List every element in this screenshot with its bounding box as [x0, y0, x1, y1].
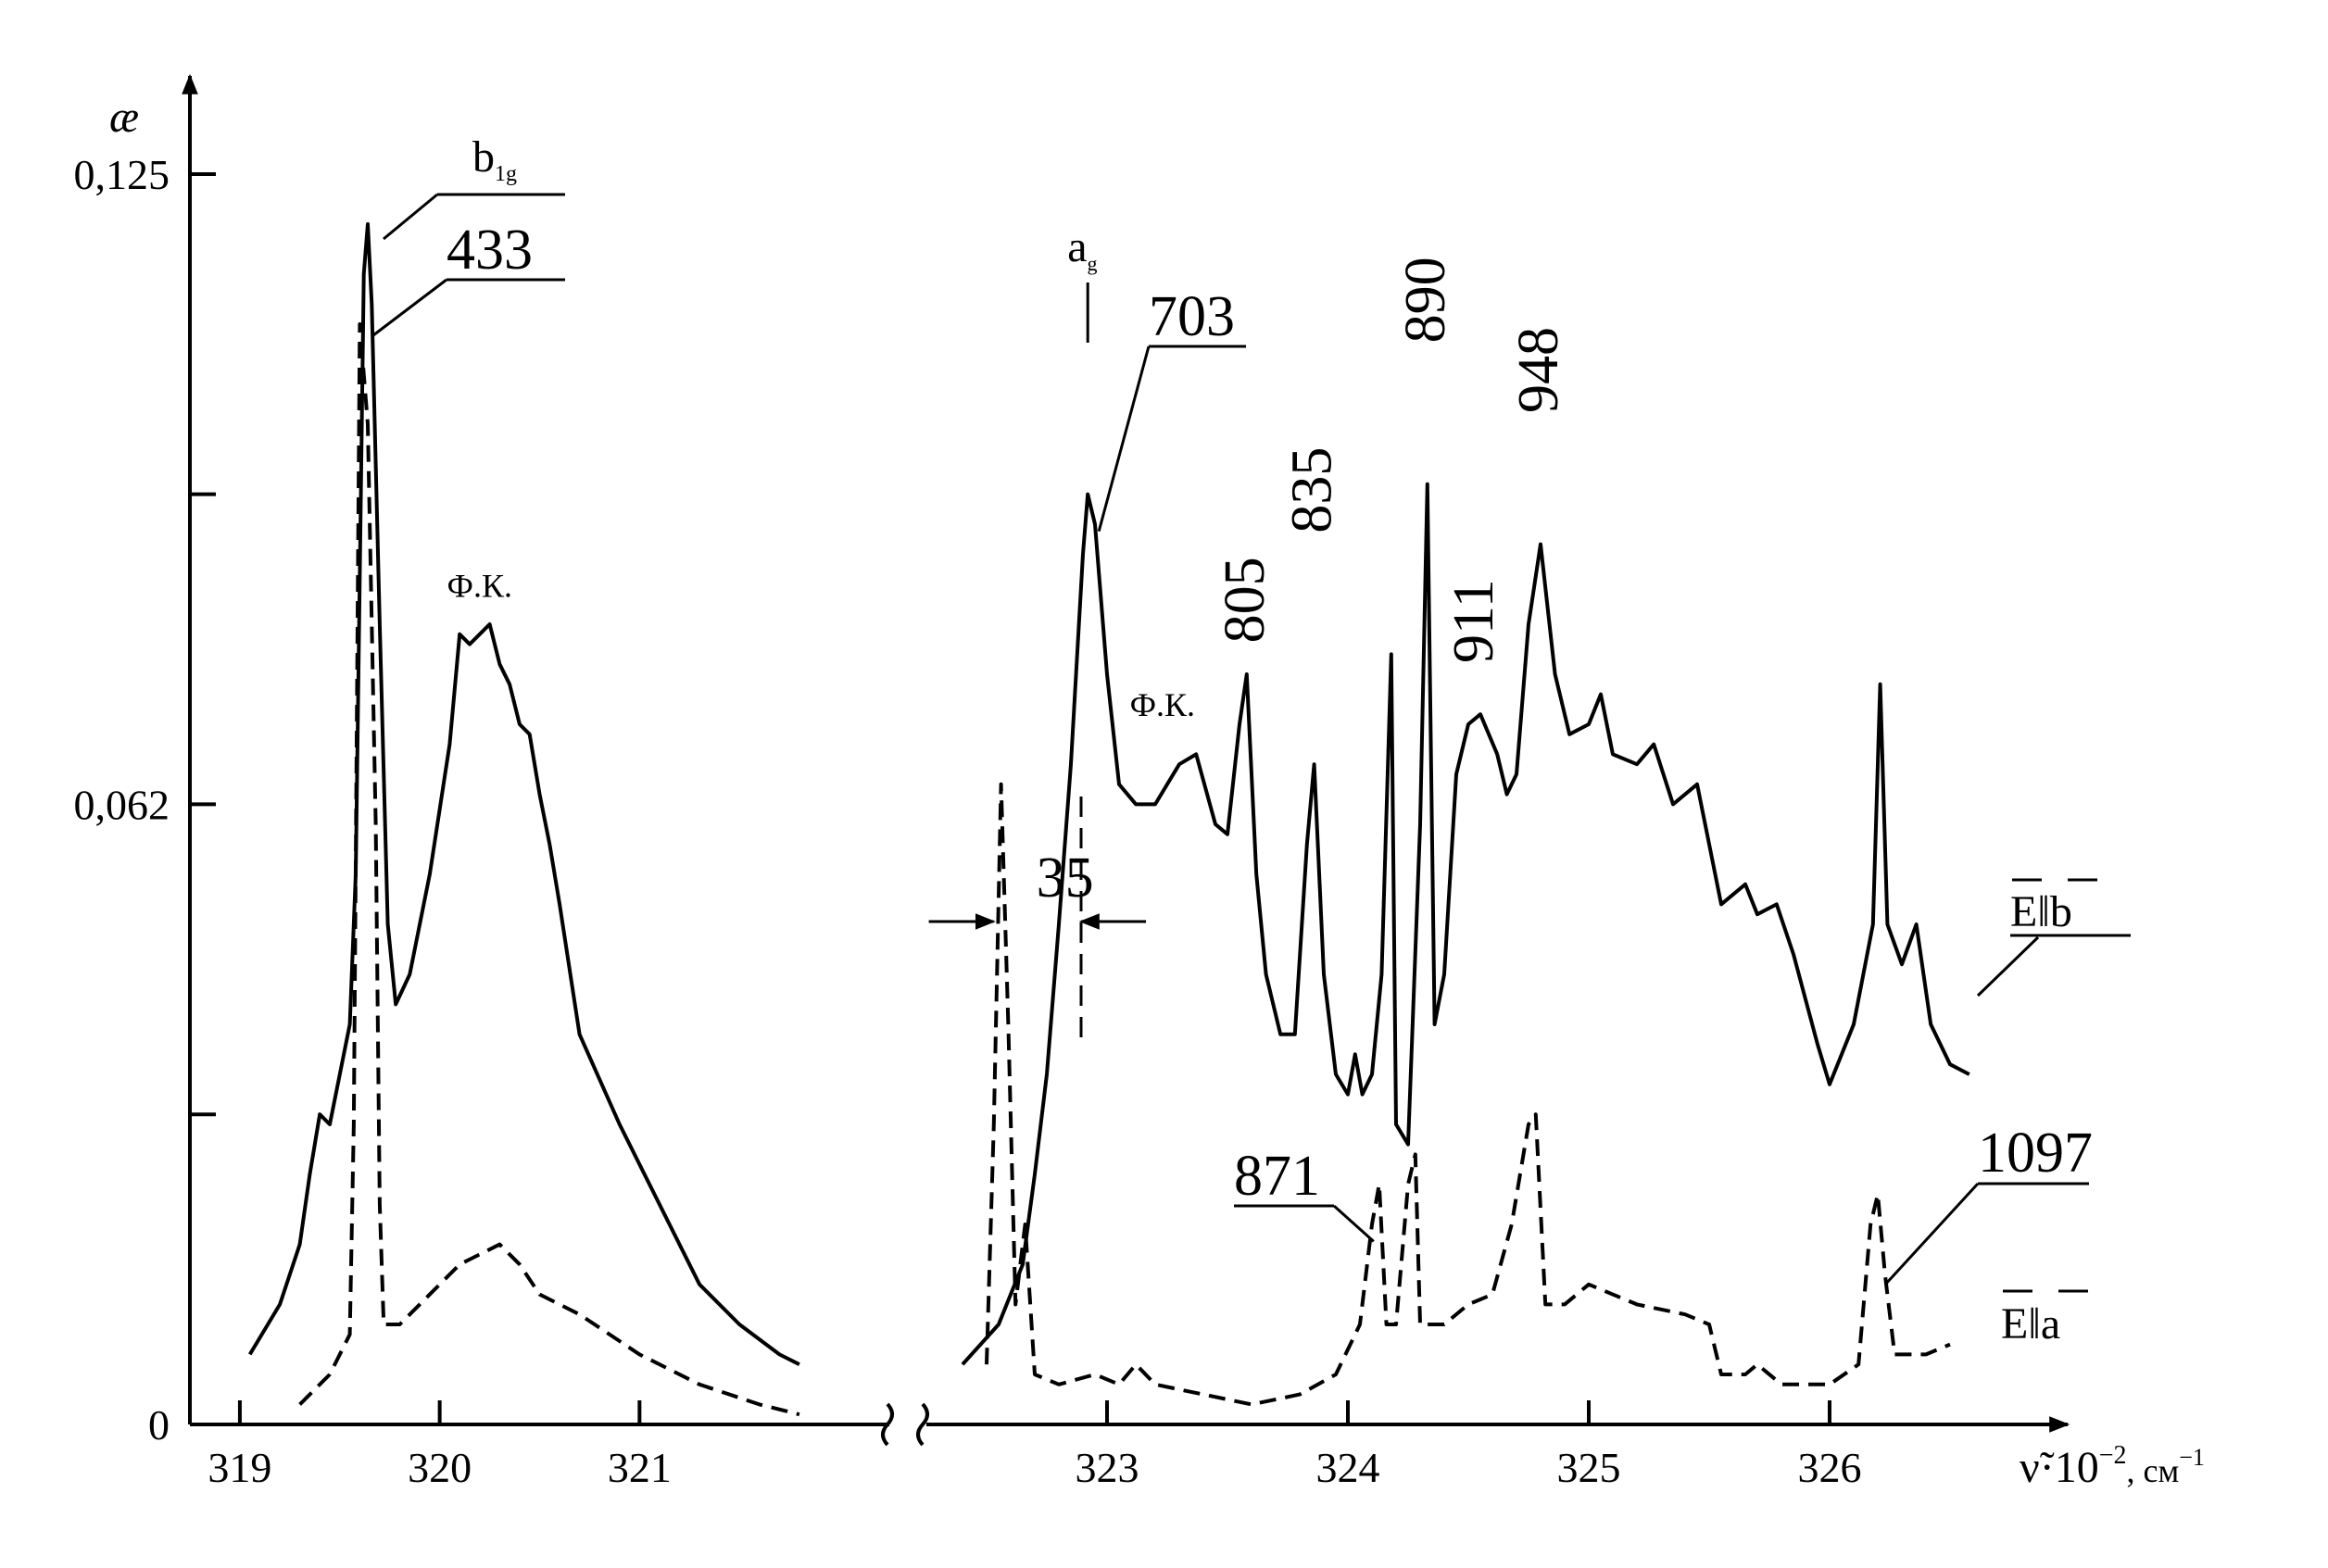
axes: 0 0,062 0,125 319 320 321 323 324 325 326	[74, 73, 2070, 1491]
series-0-segment-1-line	[961, 482, 1970, 1366]
peak-label-1097: 1097	[1978, 1122, 2093, 1185]
legend-ellb-sep: ‖	[2037, 887, 2049, 936]
peak-label-835: 835	[1281, 447, 1344, 533]
symmetry-label-ag: ag	[1067, 222, 1097, 275]
peak-label-890: 890	[1394, 257, 1457, 343]
peak-label-703: 703	[1149, 285, 1235, 348]
axis-break-mark-1	[916, 1402, 929, 1447]
peak-label-1097-leader	[1883, 1182, 1980, 1286]
x-axis-label: ν̃·10−2, см−1	[2020, 1441, 2205, 1492]
x-tick-label-0-0: 319	[208, 1444, 271, 1491]
y-tick-label-4: 0,125	[74, 151, 170, 198]
peak-label-871: 871	[1234, 1145, 1320, 1208]
peak-label-911: 911	[1442, 579, 1505, 663]
symmetry-label-b1g-sub: 1g	[495, 162, 517, 186]
peak-label-703-leader	[1097, 345, 1151, 532]
svg-text:E‖a: E‖a	[2001, 1299, 2060, 1348]
y-tick-label-2: 0,062	[74, 781, 170, 828]
series-0-segment-0-line	[247, 222, 800, 1366]
axis-break-mark-0	[881, 1402, 894, 1447]
x-tick-label-1-1: 324	[1316, 1444, 1380, 1491]
y-axis-symbol: æ	[109, 93, 139, 142]
peak-label-805: 805	[1214, 557, 1277, 643]
fk-label-left: Ф.К.	[447, 567, 512, 604]
x-axis-label-unit: , см	[2126, 1452, 2179, 1489]
fk-label-right: Ф.К.	[1130, 686, 1195, 723]
series-1-segment-1-line	[985, 782, 1951, 1407]
x-tick-label-1-0: 323	[1076, 1444, 1139, 1491]
curves	[247, 222, 1970, 1417]
legend-ella-sep: ‖	[2028, 1299, 2040, 1348]
x-axis-label-main: ν̃·10	[2020, 1443, 2099, 1492]
peak-label-433: 433	[447, 219, 533, 282]
peak-label-871-leader	[1332, 1204, 1375, 1243]
legend-ellb: E‖b	[1976, 878, 2131, 997]
legend-ellb-axis: b	[2050, 887, 2072, 936]
peak-label-433-leader	[372, 278, 447, 337]
peak-label-948: 948	[1507, 327, 1570, 413]
x-tick-label-0-1: 320	[408, 1444, 472, 1491]
symmetry-label-ag-sub: g	[1088, 252, 1098, 275]
x-axis-label-exp: −2	[2099, 1441, 2127, 1470]
legend-ella-e: E	[2001, 1299, 2028, 1348]
legend-ellb-leader	[1976, 935, 2040, 997]
symmetry-label-b1g: b1g	[472, 132, 517, 186]
symmetry-label-b1g-leader	[383, 193, 438, 241]
legend-ella: E‖a	[2001, 1289, 2088, 1348]
legend-ella-axis: a	[2041, 1299, 2060, 1348]
x-tick-label-1-3: 326	[1798, 1444, 1862, 1491]
x-tick-label-0-2: 321	[608, 1444, 672, 1491]
legend-ellb-e: E	[2010, 887, 2037, 936]
series-1-segment-0-line	[298, 322, 800, 1417]
gap-label-35: 35	[1037, 847, 1094, 909]
y-tick-label-0: 0	[148, 1401, 170, 1449]
svg-text:E‖b: E‖b	[2010, 887, 2072, 936]
x-tick-label-1-2: 325	[1557, 1444, 1621, 1491]
x-axis-label-unit-exp: −1	[2179, 1444, 2205, 1471]
